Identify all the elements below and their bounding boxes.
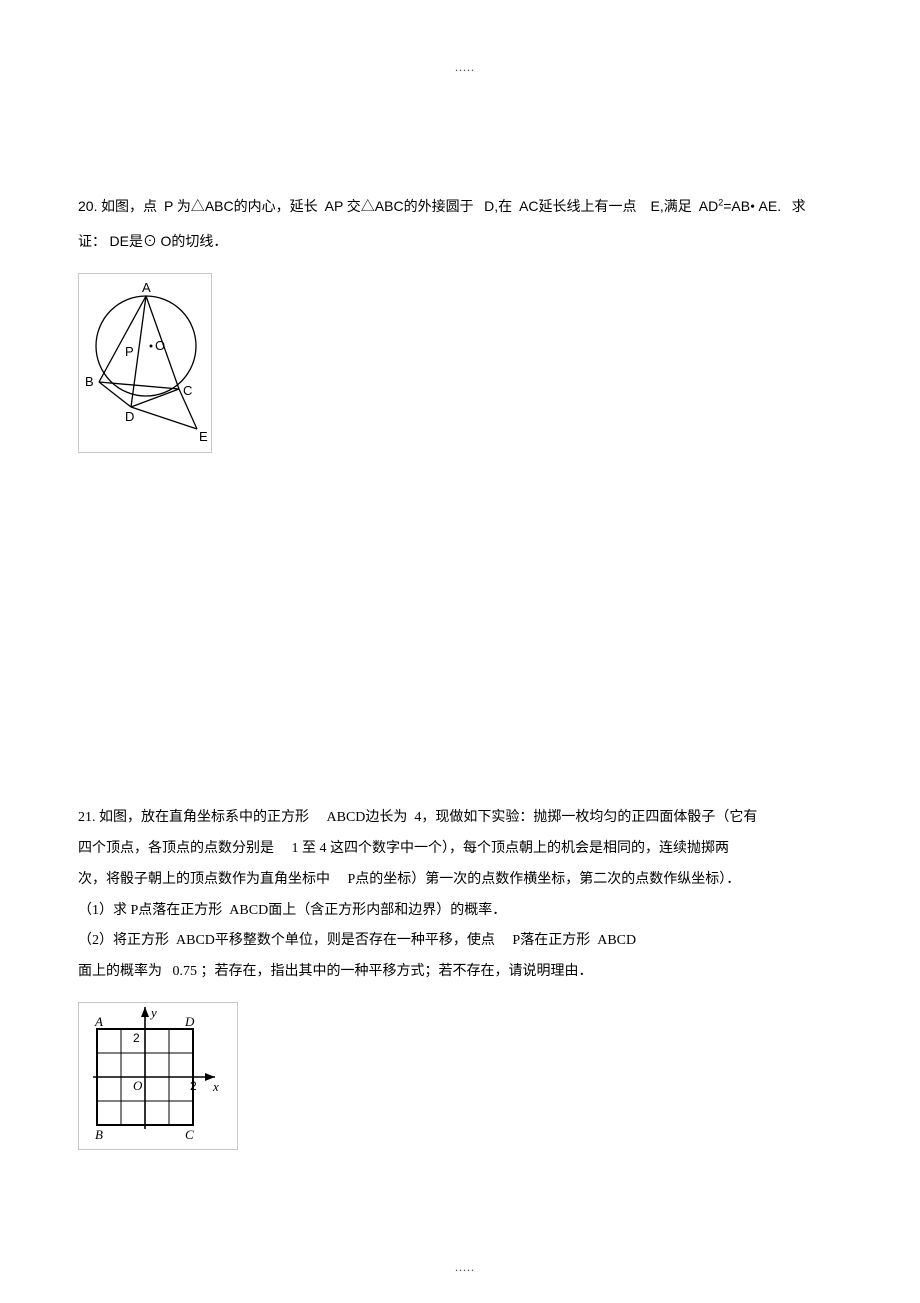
q21-l6c: ；若存在，指出其中的一种平移方式；若不存在，请说明理由． xyxy=(201,964,593,979)
svg-text:E: E xyxy=(199,429,208,444)
q20-figure: A B C D E P O xyxy=(78,273,212,453)
q21-l3c: 点的坐标）第一次的点数作横坐标，第二次的点数作纵坐标）． xyxy=(355,872,740,887)
q20-t1: 如图，点 xyxy=(101,200,157,215)
q21-l5b: ABCD xyxy=(176,933,215,948)
q21-l5a: （2）将正方形 xyxy=(78,933,169,948)
svg-text:B: B xyxy=(95,1127,103,1142)
q21-l5e: 落在正方形 xyxy=(520,933,590,948)
svg-text:2: 2 xyxy=(133,1031,140,1045)
q21-l1e: ，现做如下实验：抛掷一枚均匀的正四面体骰子（它有 xyxy=(421,810,757,825)
q21-l2c: 至 xyxy=(302,841,316,856)
svg-text:B: B xyxy=(85,374,94,389)
q21-text: 21. 如图，放在直角坐标系中的正方形 ABCD边长为 4，现做如下实验：抛掷一… xyxy=(78,803,848,988)
q21-l4a: （1）求 xyxy=(78,903,127,918)
q21-l6a: 面上的概率为 xyxy=(78,964,162,979)
page-ellipsis-top: ..... xyxy=(455,60,475,75)
q20-t3: 为△ xyxy=(177,200,205,215)
q21-l2a: 四个顶点，各顶点的点数分别是 xyxy=(78,841,274,856)
q20-t20: AE. xyxy=(759,198,782,214)
svg-text:O: O xyxy=(155,338,165,353)
svg-text:P: P xyxy=(125,344,134,359)
q20-l2d: O xyxy=(160,233,171,249)
q20-t13: 延长线上有一点 xyxy=(539,200,637,215)
q21-l6b: 0.75 xyxy=(173,964,198,979)
q20-t9: 的外接圆于 xyxy=(404,200,474,215)
svg-text:C: C xyxy=(185,1127,194,1142)
q20-t16: AD xyxy=(699,198,718,214)
q20-number: 20. xyxy=(78,198,97,214)
q20-t10: D, xyxy=(484,198,498,214)
q21-l2d: 4 xyxy=(320,841,327,856)
q21-l3a: 次，将骰子朝上的顶点数作为直角坐标中 xyxy=(78,872,330,887)
svg-text:O: O xyxy=(133,1078,143,1093)
page-ellipsis-bottom: ..... xyxy=(455,1260,475,1275)
q20-t14: E, xyxy=(651,198,664,214)
page-content: 20. 如图，点 P 为△ABC的内心，延长 AP 交△ABC的外接圆于 D,在… xyxy=(78,190,848,1150)
svg-text:D: D xyxy=(125,409,134,424)
q20-t18: =AB xyxy=(723,198,750,214)
svg-text:A: A xyxy=(94,1014,103,1029)
q21-l4c: 点落在正方形 xyxy=(138,903,222,918)
q21-l4e: 面上（含正方形内部和边界）的概率． xyxy=(268,903,506,918)
q21-l2e: 这四个数字中一个），每个顶点朝上的机会是相同的，连续抛掷两 xyxy=(330,841,729,856)
q20-t6: AP xyxy=(325,198,344,214)
q20-svg: A B C D E P O xyxy=(79,274,213,454)
svg-text:y: y xyxy=(149,1005,157,1020)
svg-text:x: x xyxy=(212,1079,219,1094)
question-20: 20. 如图，点 P 为△ABC的内心，延长 AP 交△ABC的外接圆于 D,在… xyxy=(78,190,848,453)
q20-t21: 求 xyxy=(792,200,806,215)
q21-l1b: ABCD xyxy=(327,810,366,825)
svg-text:2: 2 xyxy=(190,1079,197,1093)
q21-l1a: 如图，放在直角坐标系中的正方形 xyxy=(99,810,309,825)
q20-text: 20. 如图，点 P 为△ABC的内心，延长 AP 交△ABC的外接圆于 D,在… xyxy=(78,190,848,259)
q21-l5c: 平移整数个单位，则是否存在一种平移，使点 xyxy=(215,933,495,948)
q21-figure: O 2 2 x y A D B C xyxy=(78,1002,238,1150)
q20-t19: • xyxy=(750,200,755,215)
q20-t8: ABC xyxy=(375,198,404,214)
svg-text:D: D xyxy=(184,1014,195,1029)
q20-l2a: 证： xyxy=(78,235,106,250)
q21-l5f: ABCD xyxy=(597,933,636,948)
q20-t2: P xyxy=(164,198,173,214)
q20-t4: ABC xyxy=(205,198,234,214)
svg-text:C: C xyxy=(183,383,192,398)
q20-l2b: DE xyxy=(110,233,129,249)
q20-t12: AC xyxy=(519,198,538,214)
q21-l1c: 边长为 xyxy=(365,810,407,825)
q20-t7: 交△ xyxy=(347,200,375,215)
svg-text:A: A xyxy=(142,280,151,295)
q21-l4d: ABCD xyxy=(229,903,268,918)
q20-l2e: 的切线． xyxy=(171,235,227,250)
q20-t15: 满足 xyxy=(664,200,692,215)
question-21: 21. 如图，放在直角坐标系中的正方形 ABCD边长为 4，现做如下实验：抛掷一… xyxy=(78,803,848,1150)
q20-t5: 的内心，延长 xyxy=(234,200,318,215)
q20-l2c: 是⊙ xyxy=(129,235,157,250)
q21-svg: O 2 2 x y A D B C xyxy=(79,1003,239,1151)
q20-t11: 在 xyxy=(498,200,512,215)
q21-number: 21. xyxy=(78,810,96,825)
q21-l2b: 1 xyxy=(292,841,299,856)
